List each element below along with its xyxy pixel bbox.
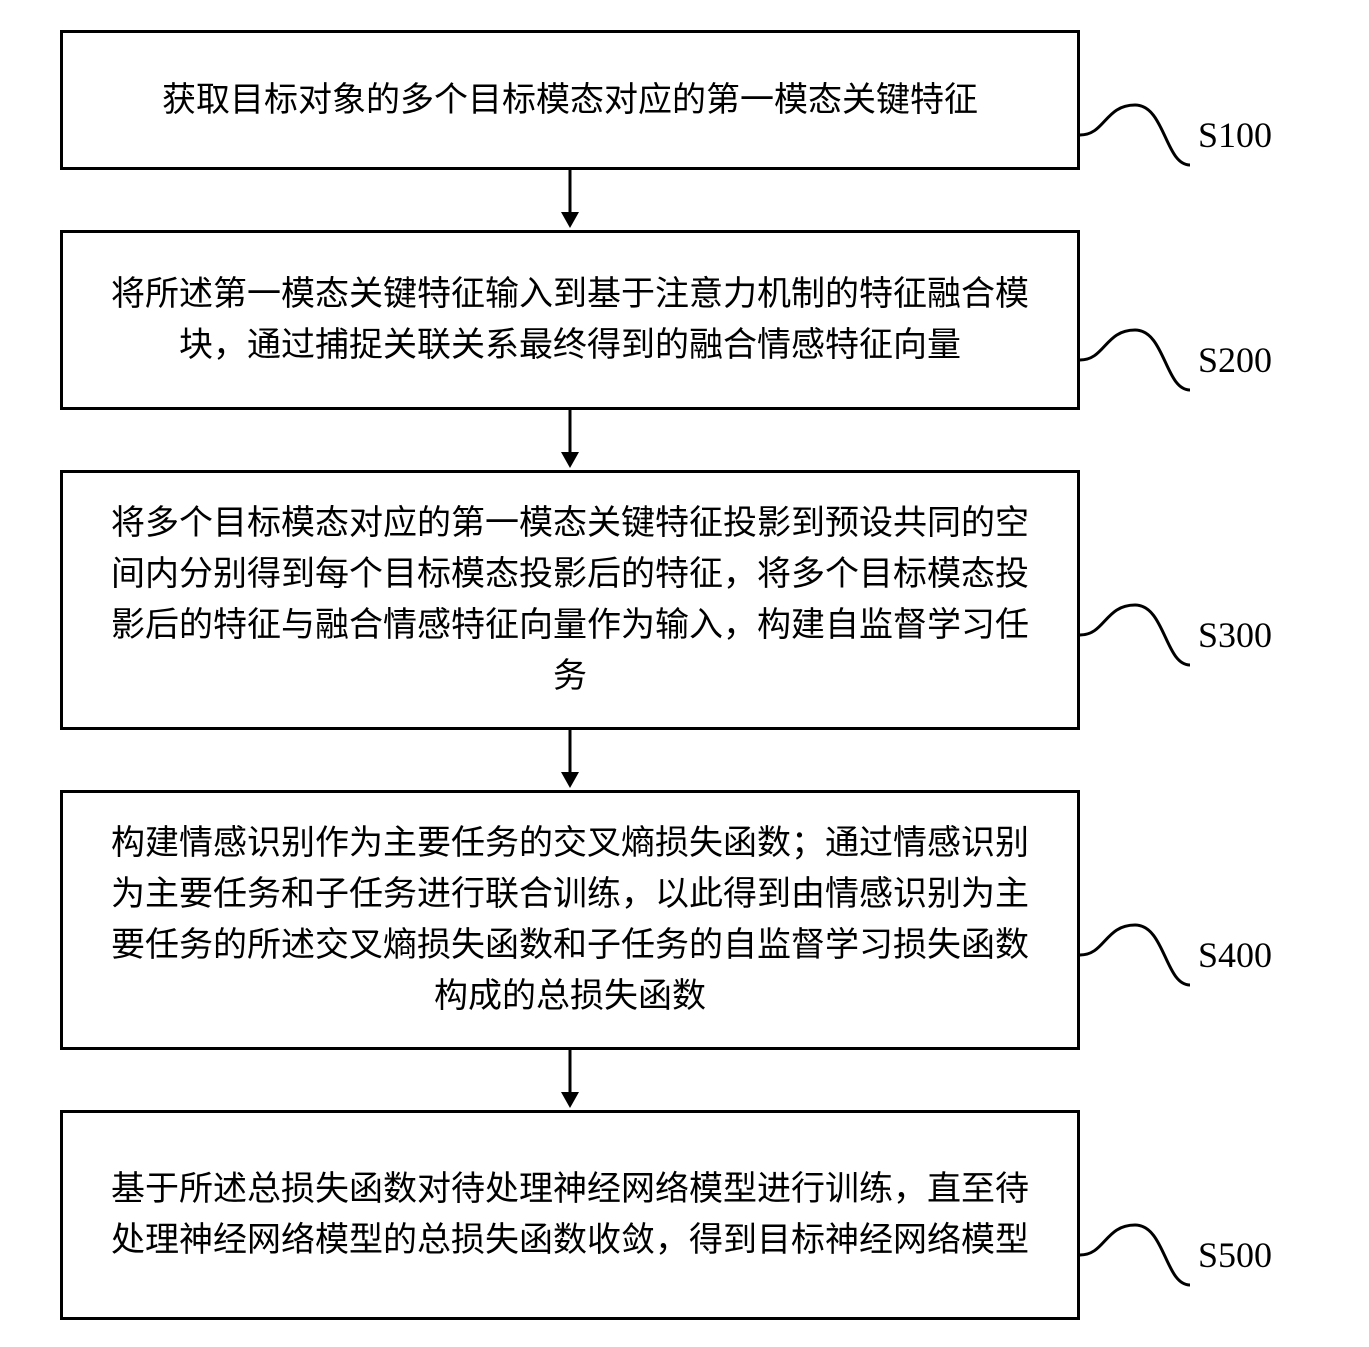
node-text: 将所述第一模态关键特征输入到基于注意力机制的特征融合模块，通过捕捉关联关系最终得… (103, 269, 1037, 371)
step-label-row: S400 (1080, 920, 1272, 990)
flow-node-s400: 构建情感识别作为主要任务的交叉熵损失函数；通过情感识别为主要任务和子任务进行联合… (60, 790, 1080, 1050)
flow-node-s200: 将所述第一模态关键特征输入到基于注意力机制的特征融合模块，通过捕捉关联关系最终得… (60, 230, 1080, 410)
node-text: 基于所述总损失函数对待处理神经网络模型进行训练，直至待处理神经网络模型的总损失函… (103, 1164, 1037, 1266)
step-label-text: S300 (1198, 614, 1272, 656)
arrow-down-icon (555, 1050, 585, 1110)
flow-node-s300: 将多个目标模态对应的第一模态关键特征投影到预设共同的空间内分别得到每个目标模态投… (60, 470, 1080, 730)
flow-arrow (60, 410, 1080, 470)
step-label-row: S300 (1080, 600, 1272, 670)
wave-connector-icon (1080, 1220, 1190, 1290)
arrow-down-icon (555, 170, 585, 230)
wave-connector-icon (1080, 600, 1190, 670)
arrow-down-icon (555, 730, 585, 790)
flow-node-s100: 获取目标对象的多个目标模态对应的第一模态关键特征 (60, 30, 1080, 170)
step-label-text: S400 (1198, 934, 1272, 976)
wave-connector-icon (1080, 100, 1190, 170)
flow-arrow (60, 1050, 1080, 1110)
wave-connector-icon (1080, 920, 1190, 990)
flow-arrow (60, 170, 1080, 230)
flow-arrow (60, 730, 1080, 790)
node-text: 构建情感识别作为主要任务的交叉熵损失函数；通过情感识别为主要任务和子任务进行联合… (103, 818, 1037, 1022)
step-label-row: S500 (1080, 1220, 1272, 1290)
step-label-row: S200 (1080, 325, 1272, 395)
node-text: 获取目标对象的多个目标模态对应的第一模态关键特征 (162, 75, 978, 126)
wave-connector-icon (1080, 325, 1190, 395)
step-label-text: S100 (1198, 114, 1272, 156)
arrow-down-icon (555, 410, 585, 470)
flow-node-s500: 基于所述总损失函数对待处理神经网络模型进行训练，直至待处理神经网络模型的总损失函… (60, 1110, 1080, 1320)
step-label-row: S100 (1080, 100, 1272, 170)
step-label-text: S500 (1198, 1234, 1272, 1276)
step-label-text: S200 (1198, 339, 1272, 381)
node-text: 将多个目标模态对应的第一模态关键特征投影到预设共同的空间内分别得到每个目标模态投… (103, 498, 1037, 702)
flowchart-container: 获取目标对象的多个目标模态对应的第一模态关键特征 将所述第一模态关键特征输入到基… (60, 30, 1080, 1320)
